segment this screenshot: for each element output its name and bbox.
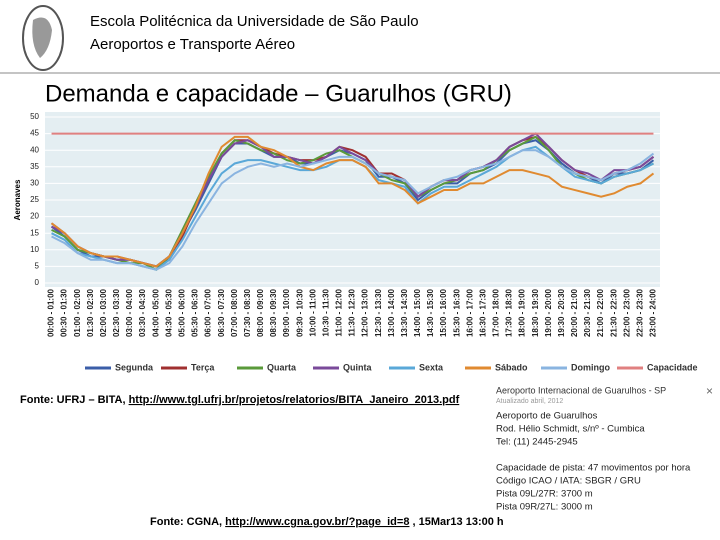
y-tick-label: 30 — [30, 179, 39, 188]
x-tick-label: 18:00 - 19:00 — [518, 288, 527, 337]
card-line: Pista 09L/27R: 3700 m — [496, 489, 593, 500]
source-cgna: Fonte: CGNA, http://www.cgna.gov.br/?pag… — [150, 516, 504, 528]
y-tick-label: 45 — [30, 129, 39, 138]
x-tick-label: 04:00 - 05:00 — [151, 288, 160, 337]
y-tick-label: 50 — [30, 112, 39, 121]
legend-label: Sábado — [495, 362, 528, 372]
series-line — [50, 135, 655, 268]
legend: Segunda Terça Quarta Quinta Sexta Sábado Domin… — [85, 362, 698, 372]
x-tick-label: 12:30 - 13:30 — [374, 288, 383, 337]
x-tick-label: 15:30 - 16:30 — [452, 288, 461, 337]
y-tick-label: 0 — [35, 278, 40, 287]
x-tick-label: 16:30 - 17:30 — [478, 288, 487, 337]
legend-label: Domingo — [571, 362, 610, 372]
legend-label: Quinta — [343, 362, 372, 372]
source-label: Fonte: UFRJ – BITA, — [20, 394, 129, 406]
x-tick-label: 09:30 - 10:30 — [295, 288, 304, 337]
card-title: Aeroporto Internacional de Guarulhos - S… — [496, 385, 666, 395]
x-tick-label: 21:30 - 22:30 — [609, 288, 618, 337]
y-tick-label: 40 — [30, 145, 39, 154]
source-ufrj: Fonte: UFRJ – BITA, http://www.tgl.ufrj.… — [20, 394, 460, 406]
x-tick-label: 02:00 - 03:00 — [99, 288, 108, 337]
x-tick-label: 09:00 - 10:00 — [282, 288, 291, 337]
card-line: Rod. Hélio Schmidt, s/nº - Cumbica — [496, 424, 645, 435]
x-tick-label: 01:30 - 02:30 — [86, 288, 95, 337]
x-tick-label: 13:00 - 14:00 — [387, 288, 396, 337]
x-tick-label: 03:00 - 04:00 — [125, 288, 134, 337]
source-link[interactable]: http://www.tgl.ufrj.br/projetos/relatori… — [129, 394, 460, 406]
x-tick-label: 12:00 - 13:00 — [361, 288, 370, 337]
x-tick-label: 19:30 - 20:30 — [557, 288, 566, 337]
airport-card — [490, 382, 720, 540]
x-tick-label: 03:30 - 04:30 — [138, 288, 147, 337]
x-tick-label: 20:30 - 21:30 — [583, 288, 592, 337]
x-tick-label: 10:30 - 11:30 — [321, 288, 330, 336]
x-tick-label: 06:00 - 07:00 — [204, 288, 213, 337]
x-tick-label: 16:00 - 17:00 — [465, 288, 474, 337]
x-tick-label: 22:00 - 23:00 — [622, 288, 631, 337]
x-tick-label: 05:30 - 06:30 — [191, 288, 200, 337]
x-tick-label: 19:00 - 20:00 — [544, 288, 553, 337]
card-line: Capacidade de pista: 47 movimentos por h… — [496, 463, 691, 474]
card-line: Aeroporto de Guarulhos — [496, 411, 598, 422]
legend-label: Sexta — [419, 362, 444, 372]
x-tick-label: 18:30 - 19:30 — [531, 288, 540, 337]
legend-label: Terça — [191, 362, 215, 372]
x-tick-label: 05:00 - 06:00 — [178, 288, 187, 337]
card-close[interactable]: × — [706, 384, 713, 398]
x-tick-label: 17:00 - 18:00 — [492, 288, 501, 337]
logo-figure — [32, 17, 52, 59]
card-lines: Aeroporto de Guarulhos Rod. Hélio Schmidt… — [496, 411, 691, 513]
x-tick-label: 08:30 - 09:30 — [269, 288, 278, 337]
x-tick-label: 17:30 - 18:30 — [505, 288, 514, 337]
header-institution: Escola Politécnica da Universidade de Sã… — [90, 13, 419, 30]
x-tick-label: 04:30 - 05:30 — [164, 288, 173, 337]
source-date: , 15Mar13 13:00 h — [409, 516, 503, 528]
x-tick-label: 11:00 - 12:00 — [335, 288, 344, 336]
x-tick-label: 15:00 - 16:00 — [439, 288, 448, 337]
legend-label: Quarta — [267, 362, 297, 372]
x-tick-label: 06:30 - 07:30 — [217, 288, 226, 337]
y-tick-label: 25 — [30, 195, 39, 204]
x-tick-label: 11:30 - 12:30 — [348, 288, 357, 336]
header-course: Aeroportos e Transporte Aéreo — [90, 36, 295, 53]
x-tick-label: 02:30 - 03:30 — [112, 288, 121, 337]
x-tick-label: 07:30 - 08:30 — [243, 288, 252, 337]
y-tick-label: 20 — [30, 212, 39, 221]
x-tick-label: 21:00 - 22:00 — [596, 288, 605, 337]
y-axis-label: Aeronaves — [13, 179, 22, 220]
x-tick-label: 08:00 - 09:00 — [256, 288, 265, 337]
legend-label: Segunda — [115, 362, 154, 372]
source-label: Fonte: CGNA, — [150, 516, 225, 528]
x-tick-label: 14:30 - 15:30 — [426, 288, 435, 337]
x-tick-label: 20:00 - 21:00 — [570, 288, 579, 337]
x-tick-label: 10:00 - 11:00 — [308, 288, 317, 336]
card-line: Código ICAO / IATA: SBGR / GRU — [496, 476, 641, 487]
y-tick-label: 10 — [30, 245, 39, 254]
x-tick-label: 07:00 - 08:00 — [230, 288, 239, 337]
card-updated: Atualizado abril, 2012 — [496, 398, 563, 405]
x-tick-label: 23:00 - 24:00 — [649, 288, 658, 337]
y-tick-label: 35 — [30, 162, 39, 171]
series-line — [51, 149, 655, 271]
x-tick-label: 00:30 - 01:30 — [60, 288, 69, 337]
y-tick-label: 5 — [35, 262, 40, 271]
logo — [22, 5, 64, 71]
legend-label: Capacidade — [647, 362, 698, 372]
x-tick-label: 13:30 - 14:30 — [400, 288, 409, 337]
card-line: Pista 09R/27L: 3000 m — [496, 502, 593, 513]
x-tick-label: 22:30 - 23:30 — [635, 288, 644, 337]
slide-title: Demanda e capacidade – Guarulhos (GRU) — [45, 80, 512, 107]
y-tick-label: 15 — [30, 228, 39, 237]
x-tick-label: 01:00 - 02:00 — [73, 288, 82, 337]
x-tick-label: 14:00 - 15:00 — [413, 288, 422, 337]
card-line: Tel: (11) 2445-2945 — [496, 437, 578, 448]
source-link[interactable]: http://www.cgna.gov.br/?page_id=8 — [225, 516, 409, 528]
x-tick-label: 00:00 - 01:00 — [47, 288, 56, 337]
chart: 0 5 10 15 20 25 30 35 40 45 50 Aeronaves 00:00 - 01:… — [13, 112, 660, 337]
